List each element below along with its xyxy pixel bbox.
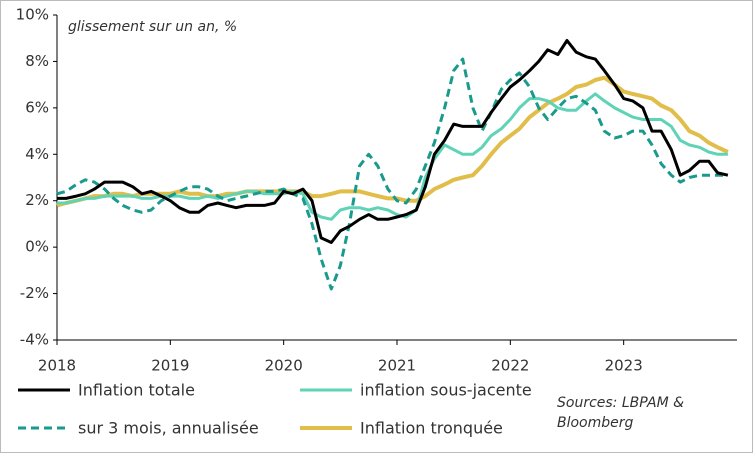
- legend-label: sur 3 mois, annualisée: [78, 419, 259, 438]
- y-tick-label: 2%: [25, 191, 49, 209]
- series-line: [56, 57, 728, 291]
- source: Bloomberg: [557, 415, 634, 431]
- y-tick-label: 10%: [16, 6, 49, 24]
- x-tick-label: 2021: [378, 357, 416, 375]
- series-line: [57, 39, 729, 244]
- y-tick-label: 6%: [25, 98, 49, 116]
- x-tick-label: 2019: [151, 357, 189, 375]
- legend-label: Inflation tronquée: [360, 419, 503, 438]
- y-tick-label: -2%: [20, 284, 49, 302]
- chart-title: glissement sur un an, %: [68, 19, 237, 35]
- x-tick-label: 2022: [491, 357, 529, 375]
- y-tick-label: -4%: [20, 331, 49, 349]
- y-tick-label: 4%: [25, 145, 49, 163]
- x-tick-label: 2020: [265, 357, 303, 375]
- legend-label: Inflation totale: [78, 381, 195, 400]
- y-tick-label: 0%: [25, 238, 49, 256]
- x-tick-label: 2023: [605, 357, 643, 375]
- source: Sources: LBPAM &: [557, 395, 684, 411]
- y-tick-label: 8%: [25, 52, 49, 70]
- legend-label: inflation sous-jacente: [360, 381, 532, 400]
- x-tick-label: 2018: [38, 357, 76, 375]
